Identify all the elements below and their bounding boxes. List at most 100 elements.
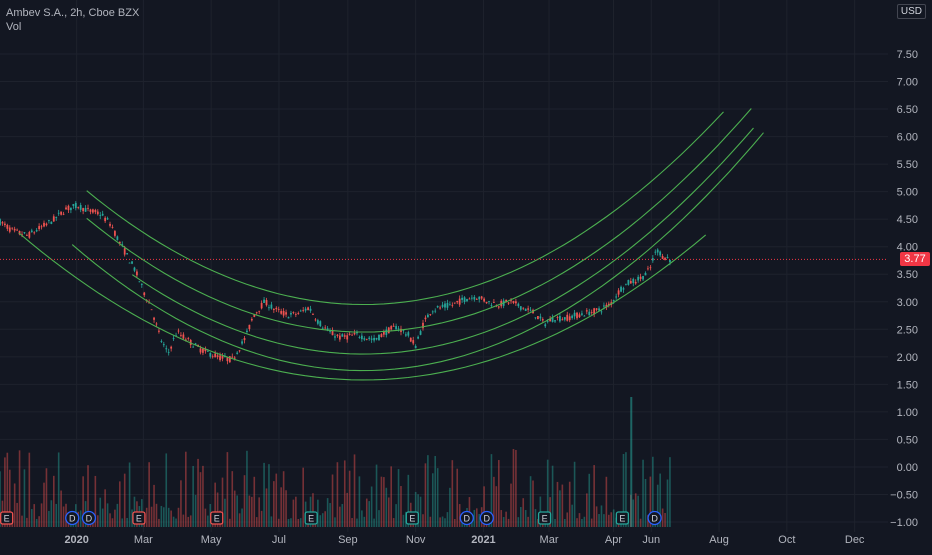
- candle-body: [524, 308, 527, 312]
- candle-body: [233, 357, 236, 359]
- volume-bar: [351, 518, 353, 527]
- candle-body: [170, 346, 173, 349]
- candle-body: [263, 299, 265, 303]
- candle-body: [441, 304, 444, 307]
- candle-body: [634, 281, 637, 284]
- candle-body: [544, 324, 547, 327]
- y-tick-label: 0.50: [897, 434, 918, 446]
- candle-body: [140, 283, 143, 285]
- candle-body: [534, 317, 537, 319]
- volume-bar: [622, 453, 625, 527]
- candle-body: [96, 211, 99, 215]
- volume-bar: [419, 496, 422, 527]
- volume-bar: [365, 498, 368, 527]
- volume-bar: [52, 475, 55, 527]
- candle-body: [480, 296, 483, 299]
- currency-button[interactable]: USD: [896, 4, 926, 19]
- x-tick-label: Apr: [605, 534, 622, 546]
- volume-bar: [397, 469, 400, 527]
- volume-bar: [297, 518, 300, 527]
- candle-body: [664, 257, 666, 260]
- volume-bar: [444, 518, 446, 527]
- volume-bar: [564, 518, 566, 527]
- candle-body: [505, 299, 508, 302]
- volume-bar: [28, 452, 31, 527]
- event-letter: D: [484, 514, 491, 524]
- candle-body: [287, 317, 290, 319]
- volume-bar: [45, 468, 48, 527]
- candle-body: [302, 310, 305, 311]
- volume-bar: [241, 508, 243, 527]
- candle-body: [77, 207, 80, 208]
- volume-bar: [226, 452, 229, 527]
- candle-body: [402, 330, 405, 331]
- volume-bar: [495, 486, 498, 527]
- volume-bar: [216, 492, 219, 527]
- candle-body: [373, 337, 375, 341]
- candle-body: [18, 230, 21, 235]
- candle-body: [659, 251, 662, 256]
- volume-bar: [40, 503, 43, 527]
- candle-body: [473, 296, 476, 300]
- volume-bar: [35, 518, 38, 527]
- volume-bar: [16, 502, 18, 527]
- volume-bar: [79, 510, 82, 527]
- candle-body: [255, 312, 258, 314]
- volume-bar: [8, 469, 11, 527]
- candle-body: [236, 352, 239, 354]
- volume-bar: [111, 518, 114, 527]
- candle-body: [426, 314, 429, 318]
- candle-body: [326, 328, 329, 331]
- candle-body: [632, 278, 635, 283]
- candle-body: [216, 355, 219, 358]
- candle-body: [527, 308, 530, 310]
- candle-body: [87, 207, 89, 209]
- volume-bar: [666, 479, 669, 527]
- candle-body: [483, 298, 486, 302]
- volume-bar: [260, 510, 263, 527]
- symbol-title[interactable]: Ambev S.A., 2h, Cboe BZX: [6, 7, 140, 19]
- volume-bar: [583, 516, 586, 527]
- candle-body: [33, 232, 36, 234]
- volume-bar: [180, 480, 182, 527]
- volume-bar: [30, 509, 33, 527]
- volume-bar: [248, 495, 251, 527]
- candle-body: [52, 216, 55, 222]
- candle-body: [466, 298, 468, 302]
- candle-body: [101, 213, 104, 216]
- candle-body: [60, 211, 63, 215]
- volume-bar: [167, 507, 170, 527]
- x-tick-label: Nov: [406, 534, 426, 546]
- volume-bar: [439, 517, 441, 527]
- x-tick-label: Mar: [134, 534, 153, 546]
- candle-body: [111, 227, 114, 228]
- candle-body: [206, 351, 209, 352]
- volume-bar: [608, 514, 610, 527]
- candle-body: [605, 304, 608, 308]
- volume-bar: [165, 453, 168, 527]
- volume-bar: [106, 503, 109, 527]
- volume-bar: [586, 493, 588, 527]
- candle-body: [669, 259, 671, 263]
- y-tick-label: 1.00: [897, 407, 918, 419]
- candle-body: [8, 227, 11, 232]
- volume-bar: [23, 469, 26, 527]
- y-tick-label: 3.00: [897, 297, 918, 309]
- dividend-marker-shape: [479, 510, 494, 526]
- candle-body: [647, 268, 649, 270]
- volume-bar: [610, 512, 613, 527]
- volume-bar: [265, 488, 268, 527]
- candle-body: [453, 302, 456, 304]
- candle-body: [67, 205, 70, 211]
- candle-body: [603, 305, 605, 307]
- volume-bar: [427, 455, 429, 527]
- candle-body: [368, 337, 371, 339]
- volume-bar: [99, 497, 102, 527]
- candle-body: [199, 348, 202, 353]
- candle-body: [537, 316, 539, 320]
- candle-body: [123, 248, 126, 255]
- candle-body: [204, 348, 207, 352]
- candle-body: [497, 306, 500, 308]
